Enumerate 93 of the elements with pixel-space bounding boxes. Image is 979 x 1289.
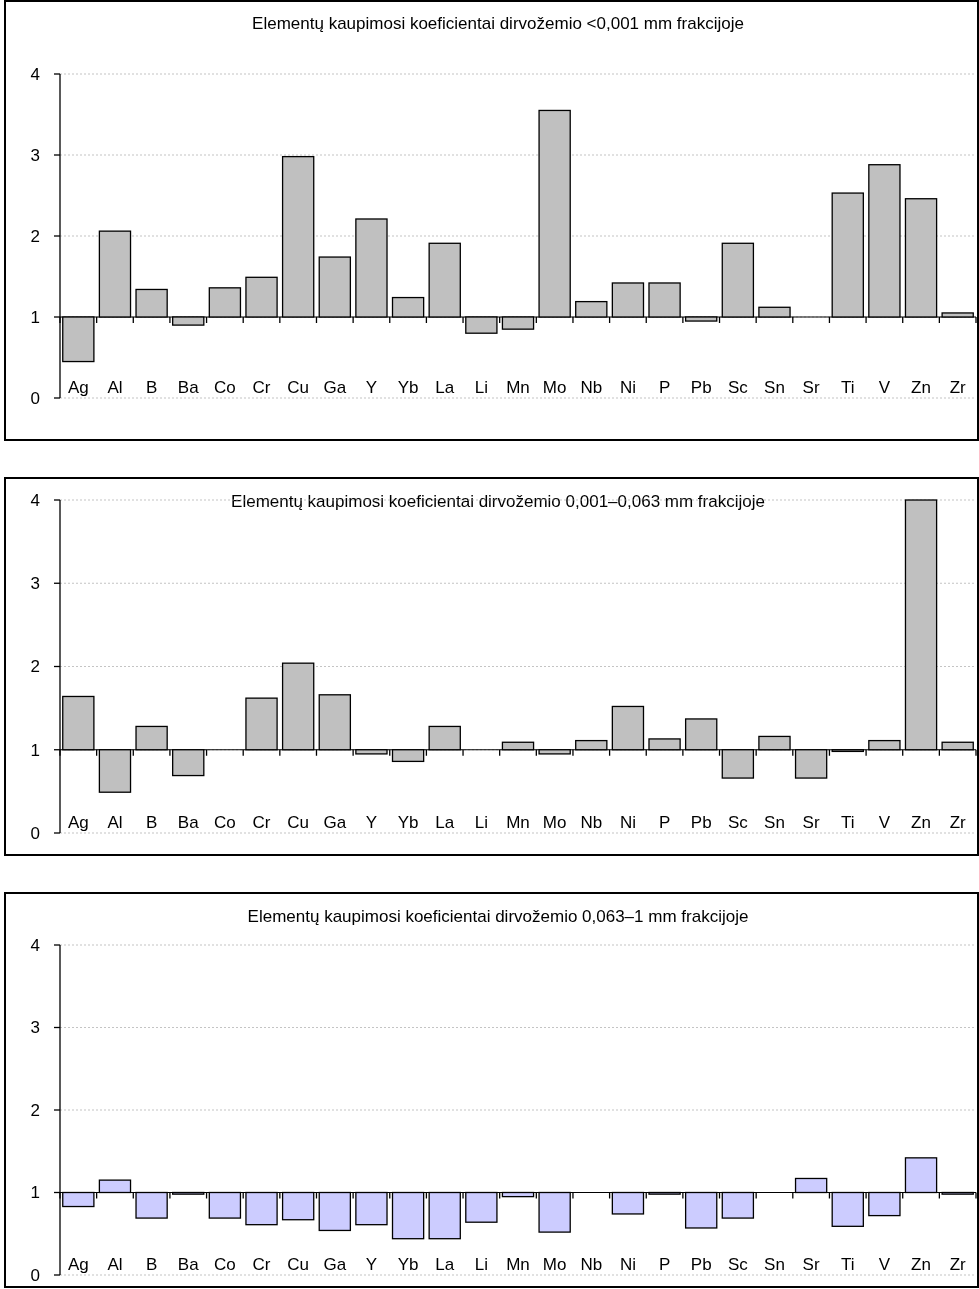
x-tick-label: Ga — [323, 1255, 347, 1274]
x-tick-label: Mn — [506, 813, 530, 832]
x-tick-label: Al — [107, 378, 123, 397]
x-tick-label: Sr — [802, 1255, 820, 1274]
x-tick-label: Zr — [949, 1255, 967, 1274]
x-tick-label: Sc — [727, 813, 749, 832]
x-tick-label: Sr — [802, 378, 820, 397]
x-tick-label: La — [435, 1255, 455, 1274]
y-tick-label: 4 — [30, 490, 40, 510]
x-tick-label: Co — [214, 378, 236, 397]
x-tick-label: P — [658, 813, 671, 832]
x-tick-label: V — [878, 1255, 891, 1274]
x-tick-label: Yb — [397, 1255, 419, 1274]
x-tick-label: B — [145, 813, 158, 832]
y-tick-label: 2 — [30, 1100, 40, 1120]
x-tick-label: V — [878, 378, 891, 397]
x-tick-label: La — [435, 813, 455, 832]
x-tick-label: Li — [474, 378, 488, 397]
x-tick-label: Y — [365, 378, 378, 397]
x-tick-label: P — [658, 378, 671, 397]
chart-title: Elementų kaupimosi koeficientai dirvožemio <0,001 mm frakcijoje — [252, 14, 744, 33]
y-tick-label: 4 — [30, 935, 40, 955]
x-tick-label: Sc — [727, 1255, 749, 1274]
x-tick-label: Ni — [619, 1255, 636, 1274]
chart-title: Elementų kaupimosi koeficientai dirvožemio 0,001–0,063 mm frakcijoje — [231, 492, 765, 511]
x-tick-label: Cu — [287, 378, 310, 397]
x-tick-label: Pb — [690, 813, 712, 832]
x-tick-label: Sn — [764, 1255, 785, 1274]
x-tick-label: Pb — [690, 378, 712, 397]
x-tick-label: Yb — [397, 378, 419, 397]
x-tick-label: Nb — [580, 378, 603, 397]
x-tick-label: Sn — [764, 813, 785, 832]
x-tick-label: Zn — [911, 378, 931, 397]
y-tick-label: 2 — [30, 657, 40, 677]
y-tick-label: 2 — [30, 226, 40, 246]
y-tick-label: 4 — [30, 64, 40, 84]
x-tick-label: Sc — [727, 378, 749, 397]
x-tick-label: Sn — [764, 378, 785, 397]
x-tick-label: Nb — [580, 1255, 603, 1274]
x-tick-label: Cr — [252, 813, 271, 832]
x-tick-label: Pb — [690, 1255, 712, 1274]
x-tick-label: Zn — [911, 1255, 931, 1274]
y-tick-label: 1 — [30, 740, 40, 760]
x-tick-label: Zr — [949, 378, 967, 397]
y-tick-label: 3 — [30, 145, 40, 165]
x-tick-label: Ni — [619, 378, 636, 397]
y-tick-label: 0 — [30, 1265, 40, 1285]
x-tick-label: Sr — [802, 813, 820, 832]
x-tick-label: Zr — [949, 813, 967, 832]
y-tick-label: 0 — [30, 388, 40, 408]
x-tick-label: Mo — [542, 1255, 567, 1274]
x-tick-label: Mo — [542, 813, 567, 832]
x-tick-label: Yb — [397, 813, 419, 832]
x-tick-label: B — [145, 378, 158, 397]
x-tick-label: Ba — [177, 1255, 200, 1274]
x-tick-label: Ti — [840, 378, 855, 397]
x-tick-label: Ni — [619, 813, 636, 832]
x-tick-label: V — [878, 813, 891, 832]
x-tick-label: Ga — [323, 813, 347, 832]
x-tick-label: Ti — [840, 813, 855, 832]
x-tick-label: Li — [474, 813, 488, 832]
x-tick-label: Ga — [323, 378, 347, 397]
x-tick-label: Ti — [840, 1255, 855, 1274]
x-tick-label: Ba — [177, 378, 200, 397]
x-tick-label: Ba — [177, 813, 200, 832]
x-tick-label: Cu — [287, 1255, 310, 1274]
x-tick-label: La — [435, 378, 455, 397]
y-tick-label: 3 — [30, 574, 40, 594]
x-tick-label: Cr — [252, 1255, 271, 1274]
x-tick-label: Mo — [542, 378, 567, 397]
x-tick-label: B — [145, 1255, 158, 1274]
y-tick-label: 1 — [30, 1183, 40, 1203]
x-tick-label: Zn — [911, 813, 931, 832]
x-tick-label: Y — [365, 1255, 378, 1274]
y-tick-label: 3 — [30, 1018, 40, 1038]
x-tick-label: Ag — [67, 1255, 89, 1274]
chart-title: Elementų kaupimosi koeficientai dirvožemio 0,063–1 mm frakcijoje — [247, 907, 749, 926]
x-tick-label: Co — [214, 813, 236, 832]
x-tick-label: Al — [107, 1255, 123, 1274]
x-tick-label: Al — [107, 813, 123, 832]
x-tick-label: Nb — [580, 813, 603, 832]
x-tick-label: P — [658, 1255, 671, 1274]
x-tick-label: Ag — [67, 378, 89, 397]
x-tick-label: Li — [474, 1255, 488, 1274]
y-tick-label: 0 — [30, 823, 40, 843]
x-tick-label: Y — [365, 813, 378, 832]
x-tick-label: Ag — [67, 813, 89, 832]
y-tick-label: 1 — [30, 307, 40, 327]
x-tick-label: Co — [214, 1255, 236, 1274]
x-tick-label: Mn — [506, 1255, 530, 1274]
x-tick-label: Mn — [506, 378, 530, 397]
x-tick-label: Cr — [252, 378, 271, 397]
x-tick-label: Cu — [287, 813, 310, 832]
